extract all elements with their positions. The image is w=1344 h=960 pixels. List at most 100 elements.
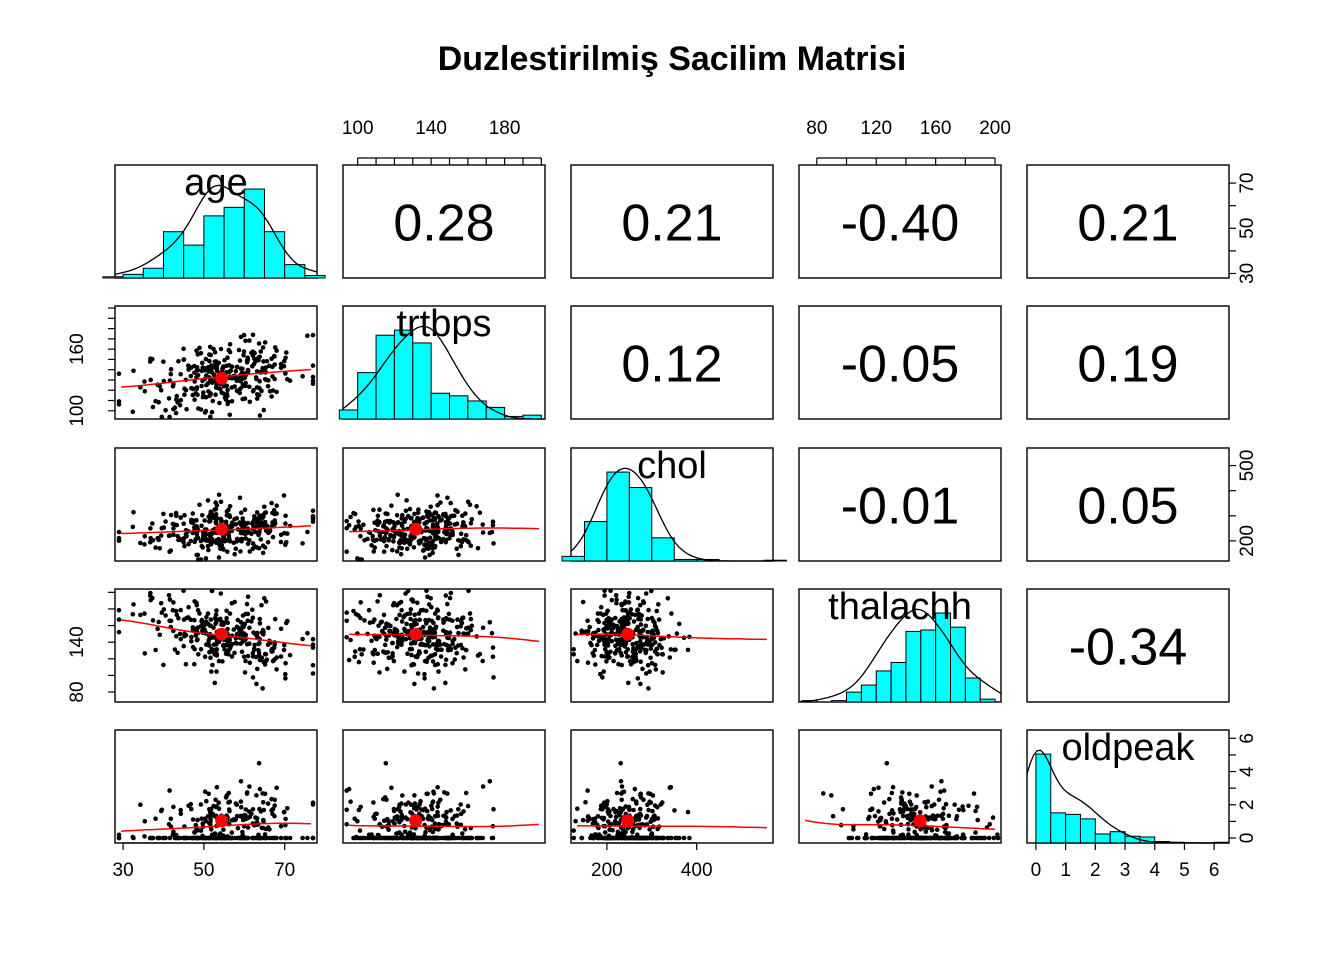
data-point [601, 669, 606, 674]
data-point [391, 658, 397, 664]
data-point [450, 530, 455, 536]
data-point [171, 829, 176, 835]
data-point [882, 826, 887, 832]
data-point [238, 549, 243, 554]
panel-thalachh-age [114, 588, 318, 703]
data-point [375, 599, 380, 604]
data-point [436, 800, 441, 805]
data-point [233, 522, 239, 527]
data-point [251, 630, 256, 635]
data-point [866, 816, 871, 822]
data-point [172, 647, 178, 652]
data-point [282, 809, 287, 815]
data-point [153, 647, 158, 653]
data-point [876, 785, 881, 791]
data-point [898, 795, 904, 800]
data-point [214, 502, 220, 508]
data-point [575, 806, 580, 811]
data-point [168, 824, 174, 829]
data-point [243, 658, 248, 664]
data-point [229, 364, 235, 370]
data-point [571, 647, 576, 652]
data-point [422, 542, 427, 547]
data-point [475, 545, 481, 551]
correlation-value: 0.05 [1077, 478, 1178, 536]
data-point [840, 807, 846, 812]
tick-label: 200 [1237, 525, 1258, 557]
data-point [633, 627, 639, 633]
data-point [142, 611, 147, 616]
data-point [673, 835, 678, 841]
data-point [592, 816, 598, 821]
data-point [176, 616, 181, 621]
data-point [225, 549, 230, 554]
data-point [898, 809, 903, 815]
panel-frame [798, 447, 1002, 562]
data-point [250, 615, 256, 620]
data-point [443, 819, 449, 824]
data-point [278, 361, 284, 367]
data-point [218, 346, 224, 352]
data-point [269, 356, 274, 362]
smooth-line [349, 823, 539, 828]
data-point [456, 807, 461, 812]
data-point [161, 511, 166, 517]
data-point [445, 495, 450, 501]
data-point [240, 613, 246, 618]
data-point [954, 814, 960, 819]
tick-label: 200 [979, 118, 1011, 139]
smooth-line [804, 819, 995, 831]
data-point [631, 835, 636, 841]
data-point [206, 369, 211, 374]
data-point [281, 493, 287, 498]
data-point [208, 822, 213, 827]
data-point [411, 832, 417, 837]
data-point [480, 784, 486, 789]
data-point [389, 503, 394, 509]
data-point [640, 835, 646, 841]
data-point [383, 625, 388, 630]
data-point [458, 802, 464, 807]
data-point [310, 378, 316, 384]
data-point [596, 638, 602, 644]
data-point [608, 813, 613, 819]
data-point [899, 835, 905, 841]
data-point [260, 515, 265, 520]
data-point [590, 821, 596, 826]
data-point [212, 680, 218, 686]
data-point [263, 835, 269, 841]
data-point [571, 835, 576, 841]
data-point [249, 531, 254, 537]
data-point [159, 525, 165, 531]
data-point [361, 647, 366, 652]
data-point [668, 784, 674, 790]
data-point [399, 637, 405, 643]
data-point [195, 526, 200, 531]
data-point [209, 380, 215, 385]
data-point [205, 611, 211, 616]
data-point [250, 332, 256, 338]
data-point [356, 659, 362, 665]
data-point [394, 616, 399, 622]
panel-oldpeak-chol [570, 729, 774, 844]
data-point [381, 612, 387, 618]
data-point [344, 618, 350, 624]
data-point [477, 510, 483, 515]
data-point [382, 535, 388, 540]
tick-label: 400 [681, 860, 713, 881]
data-point [142, 819, 148, 824]
data-point [431, 686, 437, 691]
data-point [310, 636, 316, 642]
data-point [424, 642, 429, 648]
data-point [422, 676, 427, 681]
data-point [201, 390, 206, 395]
data-point [260, 686, 265, 691]
data-point [218, 546, 223, 552]
data-point [153, 398, 158, 404]
data-point [638, 813, 644, 819]
data-point [305, 630, 310, 636]
data-point [189, 639, 194, 644]
data-point [190, 817, 196, 822]
data-point [270, 658, 276, 664]
data-point [195, 392, 200, 398]
